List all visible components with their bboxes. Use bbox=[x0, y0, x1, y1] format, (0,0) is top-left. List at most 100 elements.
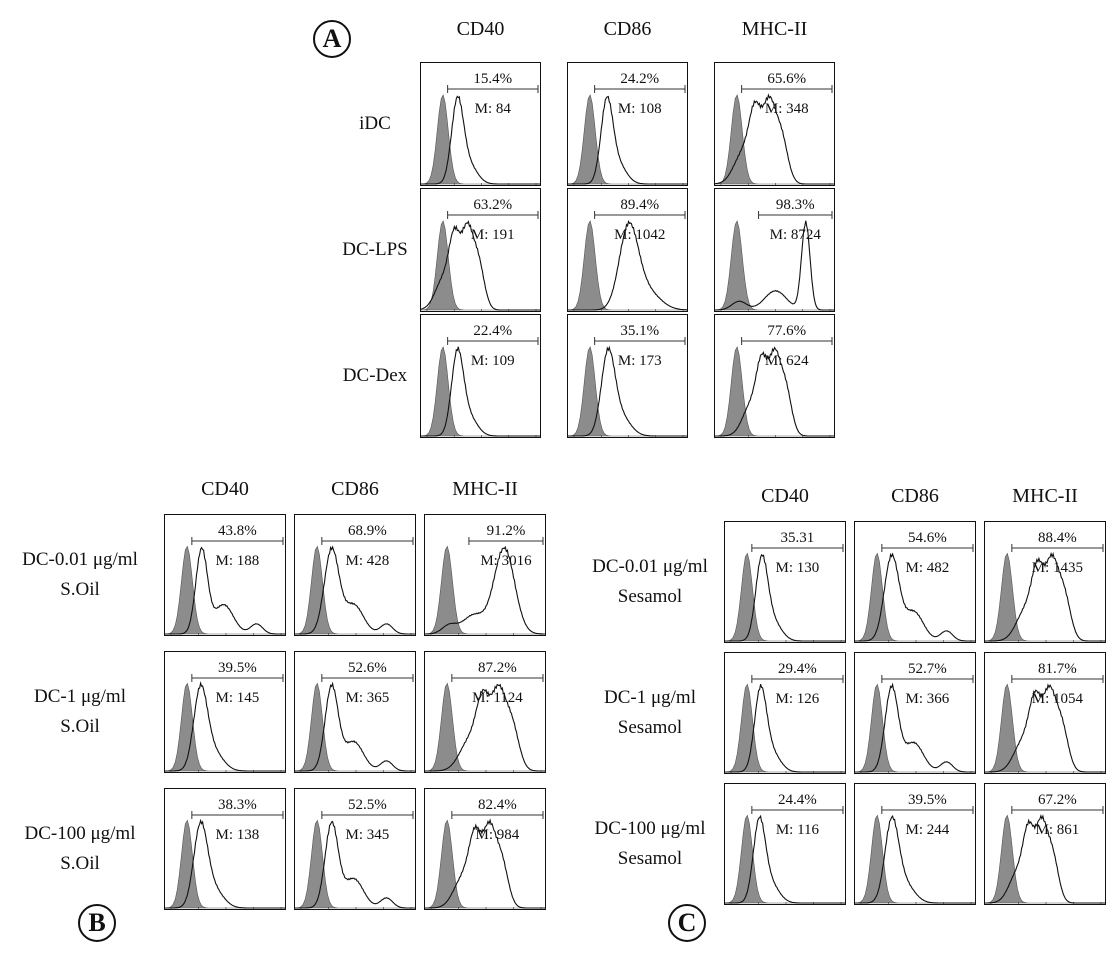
isotype-control-peak bbox=[855, 552, 975, 642]
sample-histogram-line bbox=[725, 553, 845, 642]
percent-positive-label: 65.6% bbox=[767, 71, 806, 87]
isotype-control-peak bbox=[165, 545, 285, 635]
percent-positive-label: 22.4% bbox=[473, 323, 512, 339]
percent-positive-label: 24.2% bbox=[620, 71, 659, 87]
sample-histogram-line bbox=[295, 681, 415, 772]
sample-histogram-line bbox=[985, 683, 1105, 773]
gate-marker bbox=[321, 674, 414, 682]
histogram-svg: 35.31 M: 130 bbox=[725, 530, 845, 642]
isotype-control-peak bbox=[855, 683, 975, 773]
mfi-label: M: 84 bbox=[475, 101, 512, 117]
gate-marker bbox=[741, 337, 833, 345]
row-label: DC-1 μg/ml Sesamol bbox=[575, 683, 725, 744]
percent-positive-label: 52.7% bbox=[908, 661, 947, 677]
sample-histogram-line bbox=[568, 95, 687, 185]
histogram-panel: 98.3% M: 8724 bbox=[714, 188, 835, 312]
mfi-label: M: 126 bbox=[776, 691, 820, 707]
sample-histogram-line bbox=[985, 551, 1105, 642]
histogram-svg: 88.4% M: 1435 bbox=[985, 530, 1105, 642]
sample-histogram-line bbox=[295, 545, 415, 635]
isotype-control-peak bbox=[568, 220, 687, 311]
histogram-svg: 52.6% M: 365 bbox=[295, 660, 415, 772]
isotype-control-peak bbox=[715, 220, 834, 311]
mfi-label: M: 8724 bbox=[770, 227, 822, 243]
mfi-label: M: 366 bbox=[906, 691, 950, 707]
row-label-line: iDC bbox=[359, 113, 391, 134]
percent-positive-label: 54.6% bbox=[908, 530, 947, 546]
mfi-label: M: 109 bbox=[471, 353, 515, 369]
histogram-svg: 52.5% M: 345 bbox=[295, 797, 415, 909]
percent-positive-label: 52.5% bbox=[348, 797, 387, 813]
percent-positive-label: 87.2% bbox=[478, 660, 517, 676]
row-label: DC-100 μg/ml S.Oil bbox=[0, 819, 160, 880]
sample-histogram-line bbox=[568, 345, 687, 437]
histogram-svg: 82.4% M: 984 bbox=[425, 797, 545, 909]
gate-marker bbox=[594, 211, 686, 219]
isotype-control-peak bbox=[295, 545, 415, 635]
row-label: DC-1 μg/ml S.Oil bbox=[0, 682, 160, 743]
percent-positive-label: 43.8% bbox=[218, 523, 257, 539]
mfi-label: M: 188 bbox=[216, 553, 260, 569]
column-header-cd86: CD86 bbox=[891, 485, 939, 507]
sample-histogram-line bbox=[421, 220, 540, 311]
percent-positive-label: 89.4% bbox=[620, 197, 659, 213]
gate-marker bbox=[1011, 806, 1104, 814]
percent-positive-label: 39.5% bbox=[218, 660, 257, 676]
row-label: DC-LPS bbox=[330, 235, 420, 265]
mfi-label: M: 116 bbox=[776, 822, 820, 838]
mfi-label: M: 345 bbox=[346, 827, 390, 843]
percent-positive-label: 24.4% bbox=[778, 792, 817, 808]
histogram-svg: 54.6% M: 482 bbox=[855, 530, 975, 642]
column-header-cd86: CD86 bbox=[331, 478, 379, 500]
sample-histogram-line bbox=[165, 681, 285, 772]
sample-histogram-line bbox=[421, 95, 540, 185]
column-header-mhc-ii: MHC-II bbox=[741, 18, 808, 40]
sample-histogram-line bbox=[425, 545, 545, 635]
mfi-label: M: 1124 bbox=[472, 690, 523, 706]
gate-marker bbox=[741, 85, 833, 93]
percent-positive-label: 38.3% bbox=[218, 797, 257, 813]
gate-marker bbox=[594, 85, 686, 93]
sample-histogram-line bbox=[568, 219, 687, 311]
row-label-line: Sesamol bbox=[617, 586, 683, 608]
sample-histogram-line bbox=[165, 818, 285, 909]
gate-marker bbox=[191, 674, 284, 682]
sample-histogram-line bbox=[295, 820, 415, 909]
row-label-line: Sesamol bbox=[617, 717, 683, 739]
histogram-panel: 68.9% M: 428 bbox=[294, 514, 416, 636]
mfi-label: M: 428 bbox=[346, 553, 390, 569]
gate-marker bbox=[881, 675, 974, 683]
histogram-svg: 68.9% M: 428 bbox=[295, 523, 415, 635]
gate-marker bbox=[594, 337, 686, 345]
histogram-panel: 67.2% M: 861 bbox=[984, 783, 1106, 905]
histogram-panel: 65.6% M: 348 bbox=[714, 62, 835, 186]
sample-histogram-line bbox=[855, 682, 975, 773]
row-label-line: DC-100 μg/ml bbox=[594, 818, 706, 839]
histogram-svg: 98.3% M: 8724 bbox=[715, 197, 834, 311]
sample-histogram-line bbox=[855, 552, 975, 642]
histogram-panel: 77.6% M: 624 bbox=[714, 314, 835, 438]
column-header-mhc-ii: MHC-II bbox=[452, 478, 518, 500]
percent-positive-label: 67.2% bbox=[1038, 792, 1077, 808]
gate-marker bbox=[447, 85, 539, 93]
gate-marker bbox=[881, 544, 974, 552]
histogram-svg: 67.2% M: 861 bbox=[985, 792, 1105, 904]
row-label: DC-0.01 μg/ml S.Oil bbox=[0, 545, 160, 606]
histogram-panel: 87.2% M: 1124 bbox=[424, 651, 546, 773]
panel-label-c: C bbox=[668, 904, 706, 942]
sample-histogram-line bbox=[715, 346, 834, 437]
histogram-svg: 77.6% M: 624 bbox=[715, 323, 834, 437]
mfi-label: M: 984 bbox=[476, 827, 520, 843]
histogram-panel: 22.4% M: 109 bbox=[420, 314, 541, 438]
mfi-label: M: 365 bbox=[346, 690, 390, 706]
histogram-panel: 52.5% M: 345 bbox=[294, 788, 416, 910]
histogram-svg: 43.8% M: 188 bbox=[165, 523, 285, 635]
sample-histogram-line bbox=[425, 818, 545, 909]
histogram-panel: 52.7% M: 366 bbox=[854, 652, 976, 774]
percent-positive-label: 81.7% bbox=[1038, 661, 1077, 677]
histogram-panel: 82.4% M: 984 bbox=[424, 788, 546, 910]
isotype-control-peak bbox=[295, 819, 415, 909]
gate-marker bbox=[191, 537, 284, 545]
row-label-line: DC-100 μg/ml bbox=[24, 823, 136, 844]
row-label-line: S.Oil bbox=[60, 716, 100, 738]
